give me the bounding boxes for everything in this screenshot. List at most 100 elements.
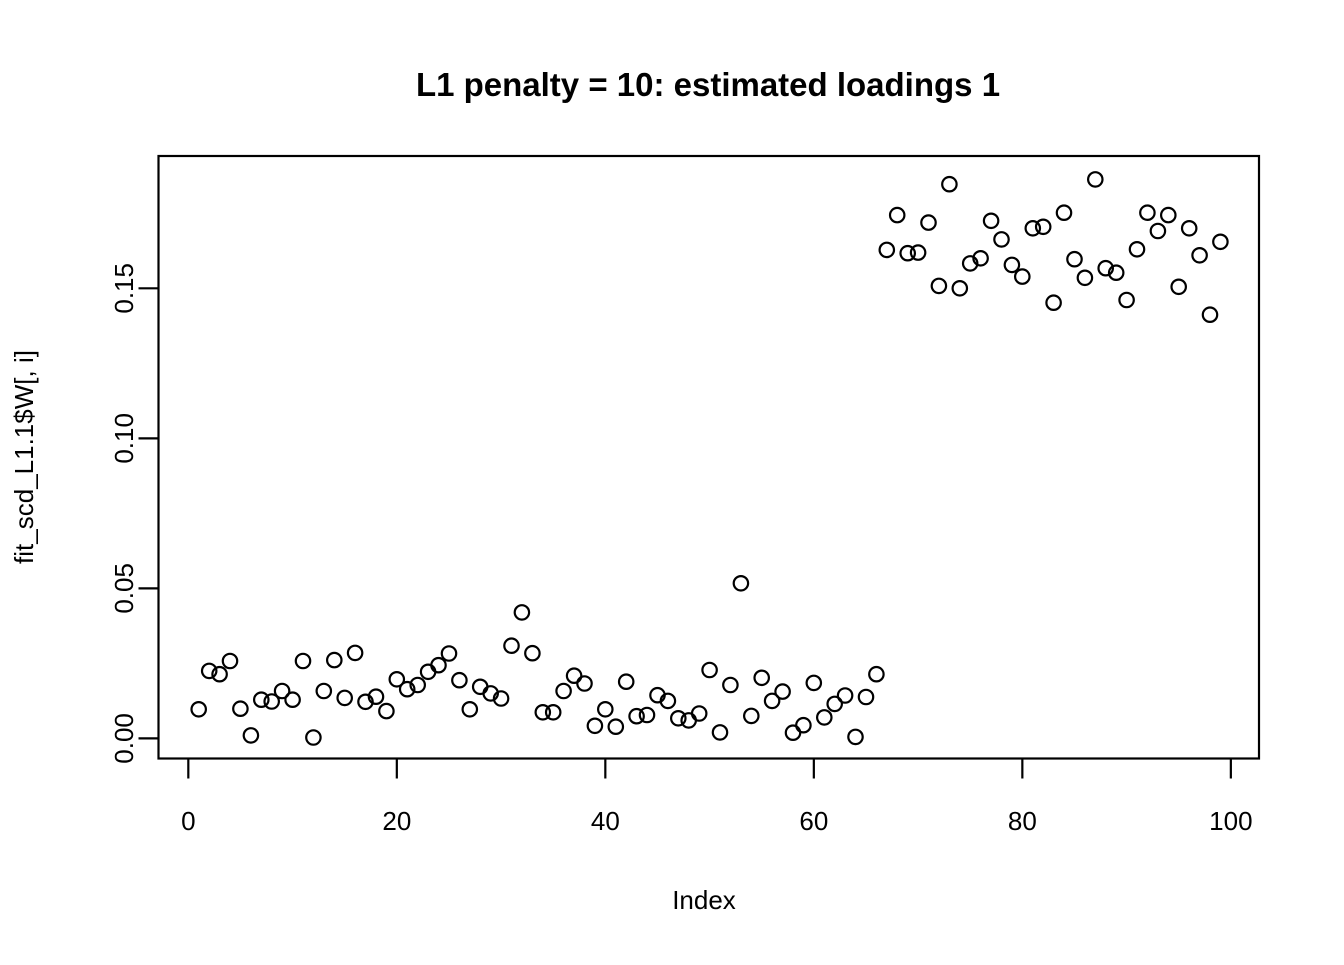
- x-tick-label: 40: [591, 806, 620, 836]
- data-point: [430, 656, 447, 674]
- y-axis: 0.00 0.05 0.10 0.15: [109, 263, 159, 764]
- data-point: [586, 717, 604, 735]
- data-point: [815, 709, 833, 726]
- data-point: [388, 670, 406, 688]
- data-point: [805, 674, 823, 692]
- data-point: [461, 700, 479, 718]
- data-point: [325, 651, 343, 669]
- data-point: [503, 637, 520, 654]
- data-point: [294, 652, 312, 670]
- data-point: [1128, 241, 1146, 258]
- data-point: [972, 249, 989, 267]
- data-point: [763, 692, 781, 710]
- data-point: [732, 574, 750, 592]
- data-point: [628, 707, 645, 725]
- x-tick-label: 0: [181, 806, 195, 836]
- data-point: [909, 244, 927, 261]
- x-axis-label: Index: [672, 885, 736, 915]
- data-point: [1066, 250, 1083, 268]
- data-point: [263, 693, 280, 710]
- data-point: [482, 685, 499, 702]
- data-point: [315, 682, 333, 700]
- data-point: [920, 214, 937, 231]
- data-point: [701, 661, 718, 679]
- data-points-layer: [190, 171, 1229, 746]
- data-point: [930, 277, 948, 295]
- data-point: [722, 676, 739, 694]
- data-point: [659, 692, 677, 710]
- data-point: [555, 682, 572, 700]
- data-point: [534, 703, 552, 721]
- data-point: [200, 662, 218, 680]
- data-point: [1045, 294, 1062, 311]
- data-point: [1003, 256, 1021, 274]
- data-point: [1180, 220, 1198, 237]
- data-point: [409, 676, 426, 694]
- data-point: [357, 693, 374, 711]
- data-point: [878, 241, 896, 259]
- data-point: [742, 707, 760, 725]
- data-point: [596, 700, 614, 718]
- data-point: [346, 644, 364, 662]
- data-point: [273, 682, 291, 700]
- data-point: [753, 669, 770, 687]
- data-point: [607, 718, 625, 735]
- data-point: [1087, 171, 1104, 188]
- chart-title: L1 penalty = 10: estimated loadings 1: [416, 66, 1000, 103]
- data-point: [1201, 306, 1219, 323]
- data-point: [1139, 204, 1156, 221]
- data-point: [1212, 233, 1229, 251]
- data-point: [961, 255, 979, 272]
- y-tick-label: 0.10: [109, 413, 139, 464]
- data-point: [617, 673, 635, 690]
- data-point: [1024, 220, 1042, 237]
- data-point: [492, 690, 510, 707]
- data-point: [440, 645, 458, 662]
- data-point: [1034, 218, 1052, 236]
- data-point: [378, 702, 395, 720]
- data-point: [1118, 291, 1135, 309]
- data-point: [221, 652, 239, 670]
- data-point: [211, 665, 228, 683]
- data-point: [190, 700, 207, 718]
- data-point: [868, 665, 885, 683]
- data-point: [305, 729, 322, 746]
- data-point: [1107, 264, 1125, 281]
- data-point: [1170, 278, 1187, 296]
- data-point: [1055, 204, 1073, 221]
- x-tick-label: 100: [1209, 806, 1252, 836]
- x-tick-label: 80: [1008, 806, 1037, 836]
- data-point: [826, 695, 843, 713]
- data-point: [888, 206, 906, 224]
- data-point: [899, 244, 916, 262]
- data-point: [795, 716, 812, 734]
- data-point: [1191, 247, 1208, 264]
- y-tick-label: 0.15: [109, 263, 139, 314]
- data-point: [1076, 269, 1094, 287]
- data-point: [774, 683, 791, 700]
- data-point: [242, 727, 260, 744]
- data-point: [982, 212, 1000, 230]
- data-point: [1149, 222, 1167, 240]
- data-point: [513, 604, 531, 621]
- x-tick-label: 20: [382, 806, 411, 836]
- data-point: [544, 703, 562, 721]
- data-point: [711, 724, 729, 741]
- data-point: [451, 671, 468, 689]
- data-point: [398, 680, 416, 698]
- y-tick-label: 0.00: [109, 713, 139, 764]
- data-point: [1013, 268, 1031, 285]
- data-point: [524, 644, 541, 662]
- data-point: [419, 663, 437, 681]
- data-point: [784, 724, 802, 741]
- data-point: [576, 675, 593, 692]
- plot-border: [157, 154, 1261, 760]
- x-axis: 0 20 40 60 80 100: [181, 758, 1253, 836]
- data-point: [638, 706, 656, 724]
- data-point: [284, 691, 301, 708]
- data-point: [951, 279, 969, 297]
- data-point: [1097, 259, 1114, 277]
- data-point: [1160, 206, 1177, 224]
- y-axis-label: fit_scd_L1.1$W[, i]: [9, 350, 39, 564]
